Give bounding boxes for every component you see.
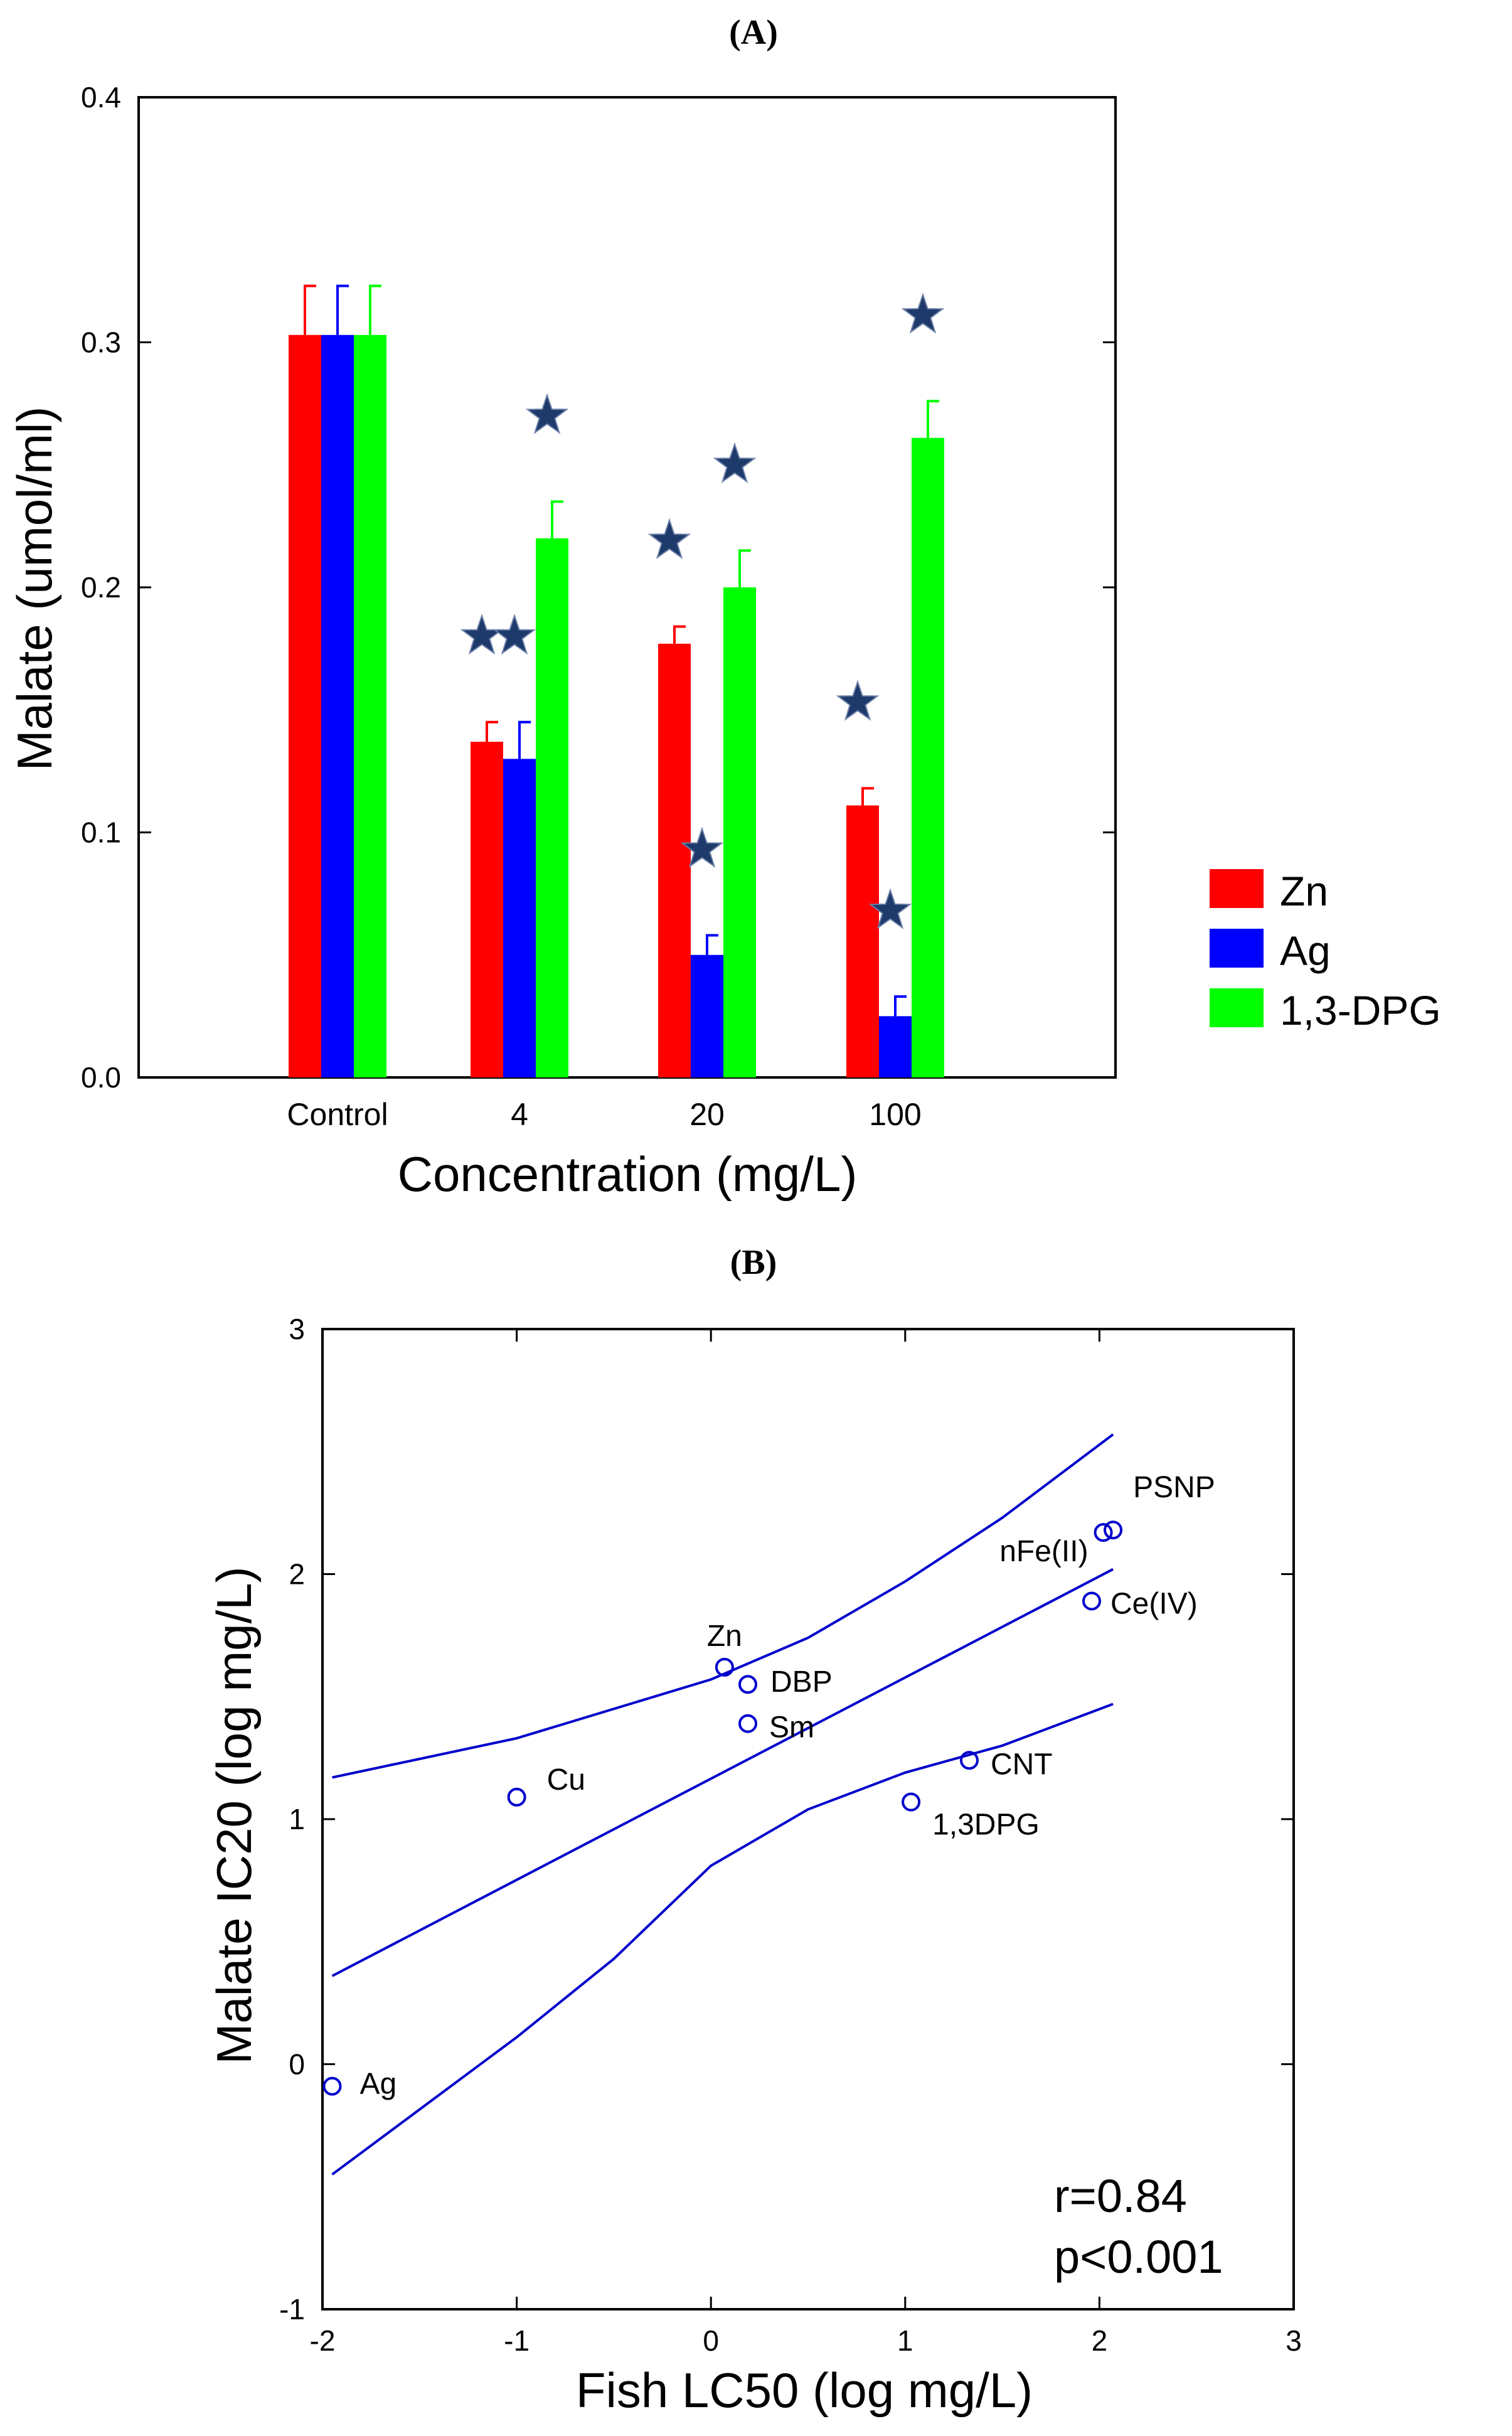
significance-star-icon [492, 613, 536, 655]
bar [912, 437, 944, 1077]
bar [691, 954, 723, 1077]
point-label: Sm [769, 1711, 814, 1744]
scatter-point [715, 1657, 734, 1677]
chart-b-annotation-p: p<0.001 [1054, 2231, 1223, 2283]
bar [879, 1016, 912, 1077]
legend-swatch [1210, 929, 1264, 968]
y-tick-label: 0.4 [81, 81, 121, 114]
significance-star-icon [460, 613, 504, 655]
bar [536, 538, 568, 1077]
x-tick-label: 20 [689, 1097, 725, 1132]
y-tick-label: -1 [279, 2293, 305, 2326]
confidence-band-upper [332, 1433, 1114, 1779]
x-tick-label: 2 [1092, 2324, 1108, 2357]
significance-star-icon [680, 826, 724, 868]
point-label: DBP [770, 1665, 833, 1699]
x-tick-label: -1 [504, 2324, 530, 2357]
chart-b-annotation-r: r=0.84 [1054, 2170, 1187, 2222]
confidence-band-lower [331, 1702, 1114, 2176]
y-tick-label: 2 [289, 1558, 305, 1591]
chart-a-y-ticks: 0.0 0.1 0.2 0.3 0.4 [81, 81, 1115, 1094]
point-label: Zn [707, 1620, 742, 1653]
y-tick-label: 1 [289, 1803, 305, 1835]
x-tick-label: -2 [310, 2324, 336, 2357]
y-tick-label: 3 [289, 1313, 305, 1345]
scatter-point [738, 1714, 758, 1733]
x-tick-label: 0 [703, 2324, 719, 2357]
chart-b-points: Ag Cu Zn DBP Sm 1,3DPG CNT Ce(IV) nFe(II) PSNP [322, 1471, 1215, 2101]
significance-star-icon [901, 292, 945, 334]
significance-star-icon [868, 888, 912, 929]
chart-a: 0.0 0.1 0.2 0.3 0.4 Control 4 20 100 Concentrat… [7, 81, 1441, 1202]
chart-a-x-tick-labels: Control 4 20 100 [287, 1097, 921, 1132]
chart-a-x-axis-label: Concentration (mg/L) [398, 1146, 858, 1202]
scatter-point [959, 1751, 979, 1770]
point-label: CNT [991, 1748, 1053, 1781]
chart-a-y-axis-label: Malate (umol/ml) [7, 407, 62, 771]
y-tick-label: 0.1 [81, 816, 121, 849]
point-label: Ag [359, 2068, 397, 2101]
y-tick-label: 0 [289, 2048, 305, 2081]
significance-star-icon [713, 442, 757, 483]
y-tick-label: 0.3 [81, 326, 121, 359]
legend-label: 1,3-DPG [1280, 987, 1441, 1034]
scatter-point [322, 2076, 342, 2096]
point-label: Ce(IV) [1110, 1587, 1198, 1620]
point-label: 1,3DPG [932, 1808, 1040, 1842]
chart-b-y-axis-label: Malate IC20 (log mg/L) [206, 1566, 262, 2064]
chart-a-frame [137, 96, 1117, 1079]
point-label: nFe(II) [999, 1535, 1088, 1568]
y-tick-label: 0.2 [81, 571, 121, 604]
scatter-point [507, 1787, 526, 1807]
x-tick-label: 100 [869, 1097, 921, 1132]
scatter-point [738, 1675, 758, 1694]
x-tick-label: 1 [897, 2324, 913, 2357]
scatter-point [1094, 1523, 1113, 1542]
bar [354, 334, 386, 1078]
bar [723, 587, 756, 1077]
chart-b-lines [331, 1433, 1114, 2176]
legend-swatch [1210, 869, 1264, 908]
chart-b-x-axis-label: Fish LC50 (log mg/L) [576, 2363, 1033, 2418]
regression-line [331, 1568, 1114, 1977]
bar [321, 334, 354, 1078]
x-tick-label: 4 [511, 1097, 528, 1132]
point-label: PSNP [1133, 1471, 1215, 1504]
bar [503, 759, 536, 1077]
chart-a-legend: Zn Ag 1,3-DPG [1210, 868, 1441, 1034]
significance-star-icon [525, 393, 569, 434]
chart-a-bars [289, 284, 945, 1078]
x-tick-label: Control [287, 1097, 388, 1132]
x-tick-label: 3 [1286, 2324, 1302, 2357]
scatter-point [1104, 1520, 1123, 1540]
legend-label: Zn [1280, 868, 1328, 914]
y-tick-label: 0.0 [81, 1061, 121, 1094]
scatter-point [902, 1792, 921, 1812]
panel-b-label: (B) [730, 1243, 777, 1282]
legend-swatch [1210, 988, 1264, 1027]
bar [658, 643, 691, 1077]
bar [846, 805, 879, 1077]
bar [471, 742, 503, 1077]
scatter-point [1082, 1591, 1102, 1611]
bar [289, 334, 321, 1078]
legend-label: Ag [1280, 927, 1331, 974]
point-label: Cu [547, 1763, 585, 1797]
significance-star-icon [836, 680, 880, 721]
significance-star-icon [647, 518, 691, 560]
panel-a-label: (A) [729, 13, 778, 52]
